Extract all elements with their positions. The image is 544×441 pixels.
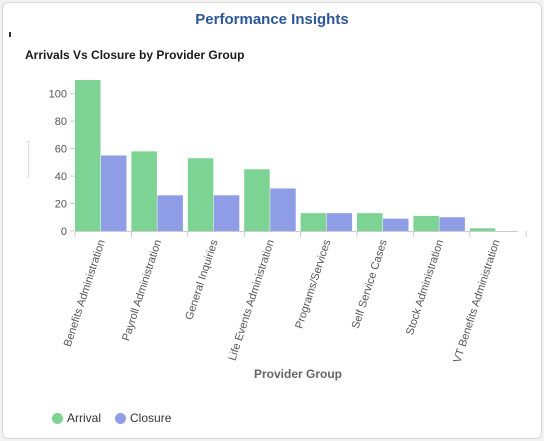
- bar-closure[interactable]: [383, 218, 409, 231]
- drag-marker: [9, 32, 11, 37]
- legend-label-arrival: Arrival: [67, 411, 102, 425]
- bar-closure[interactable]: [270, 188, 296, 231]
- panel-title: Performance Insights: [195, 11, 349, 28]
- x-tick-label: Benefits Administration: [62, 238, 108, 348]
- bar-closure[interactable]: [326, 213, 353, 231]
- y-tick-label: 100: [49, 89, 67, 101]
- bar-arrival[interactable]: [300, 213, 327, 231]
- x-tick-label: Stock Administration: [404, 238, 446, 336]
- x-tick-label: General Inquiries: [183, 238, 220, 322]
- y-tick-label: 20: [55, 199, 67, 211]
- bar-arrival[interactable]: [469, 228, 496, 231]
- y-tick-label: 40: [55, 171, 67, 183]
- legend-label-closure: Closure: [130, 411, 172, 425]
- x-tick-label: VT Benefits Administration: [451, 238, 502, 364]
- bar-arrival[interactable]: [75, 80, 101, 231]
- bar-arrival[interactable]: [413, 215, 439, 231]
- y-tick-label: 0: [61, 226, 67, 238]
- legend-swatch-closure: [115, 412, 127, 424]
- bar-arrival[interactable]: [187, 158, 214, 231]
- y-tick-label: 60: [55, 144, 67, 156]
- legend-swatch-arrival: [52, 412, 63, 424]
- decorative-dotted-line: [28, 141, 30, 177]
- legend: Arrival Closure: [52, 411, 171, 425]
- legend-item-closure[interactable]: Closure: [115, 411, 171, 425]
- chart-title: Arrivals Vs Closure by Provider Group: [25, 48, 245, 62]
- bar-arrival[interactable]: [244, 169, 270, 231]
- x-axis-title: Provider Group: [254, 367, 342, 381]
- bar-arrival[interactable]: [357, 213, 383, 231]
- y-tick-label: 80: [55, 116, 67, 128]
- bar-closure[interactable]: [157, 195, 183, 231]
- bar-closure[interactable]: [101, 155, 127, 232]
- bar-closure[interactable]: [213, 195, 240, 231]
- legend-item-arrival[interactable]: Arrival: [52, 411, 101, 425]
- bar-arrival[interactable]: [131, 151, 157, 231]
- x-tick-label: Programs/Services: [293, 238, 333, 331]
- bar-closure[interactable]: [439, 217, 465, 231]
- x-tick-label: Life Events Administration: [227, 238, 278, 362]
- x-tick-label: Self Service Cases: [350, 238, 390, 331]
- x-tick-label: Payroll Administration: [120, 238, 164, 342]
